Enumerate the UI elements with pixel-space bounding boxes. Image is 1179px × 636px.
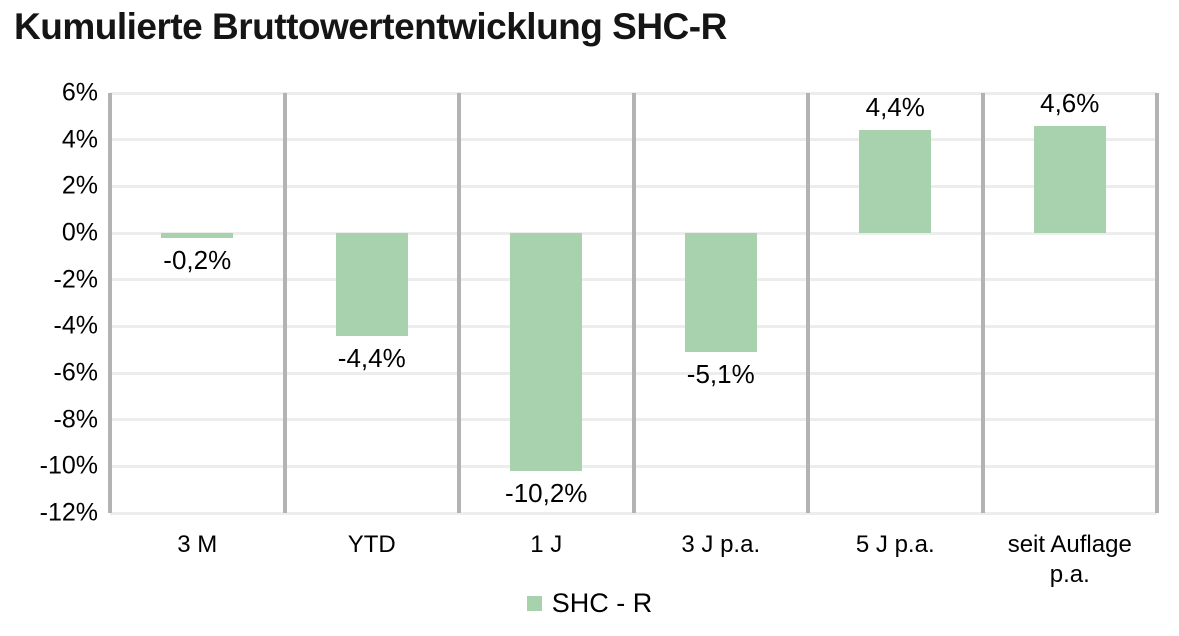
bar-value-label: 4,4% xyxy=(865,92,925,123)
bar xyxy=(335,233,408,336)
bar-value-label: -5,1% xyxy=(686,359,755,389)
bar xyxy=(859,130,932,233)
y-axis-tick-label: 6% xyxy=(61,78,98,107)
bar-value-label: -4,4% xyxy=(337,342,406,373)
bar-value-label: 4,6% xyxy=(1040,87,1100,118)
column-separator-line xyxy=(282,93,287,513)
column-separator-line xyxy=(631,93,636,513)
y-axis-tick-label: -12% xyxy=(39,498,98,527)
column-separator-line xyxy=(806,93,810,513)
column-separator-line xyxy=(108,93,112,513)
column-separator-line xyxy=(980,93,985,513)
column-separator-line xyxy=(1155,93,1159,513)
legend-label: SHC - R xyxy=(551,588,653,618)
y-axis-tick-label: 0% xyxy=(61,218,98,247)
x-axis-category-label: 3 M xyxy=(177,531,218,558)
legend: SHC - R xyxy=(0,588,1179,619)
x-axis-category-label: 3 J p.a. xyxy=(681,531,761,558)
y-gridline xyxy=(110,511,1157,515)
y-axis-tick-label: -4% xyxy=(53,311,98,340)
y-axis-tick-label: -10% xyxy=(39,451,98,480)
column-separator-line xyxy=(457,93,461,513)
legend-swatch-icon xyxy=(526,596,542,611)
y-axis-tick-label: -2% xyxy=(53,265,98,294)
x-axis-category-label: YTD xyxy=(347,531,396,558)
y-axis-tick-label: -6% xyxy=(53,358,98,387)
bar xyxy=(1033,125,1106,233)
x-axis-category-label: seit Auflage p.a. xyxy=(1007,531,1132,588)
bar-value-label: -10,2% xyxy=(505,478,588,508)
y-axis-tick-label: 2% xyxy=(61,171,98,200)
y-axis-tick-label: -8% xyxy=(53,405,98,434)
y-axis-tick-label: 4% xyxy=(61,125,98,154)
bar-value-label: -0,2% xyxy=(163,244,232,275)
x-axis-category-label: 1 J xyxy=(530,531,563,558)
bar xyxy=(510,233,583,471)
bar xyxy=(161,233,234,238)
chart-title: Kumulierte Bruttowertentwicklung SHC-R xyxy=(14,6,727,47)
x-axis-category-label: 5 J p.a. xyxy=(855,531,935,558)
bar xyxy=(684,233,757,352)
